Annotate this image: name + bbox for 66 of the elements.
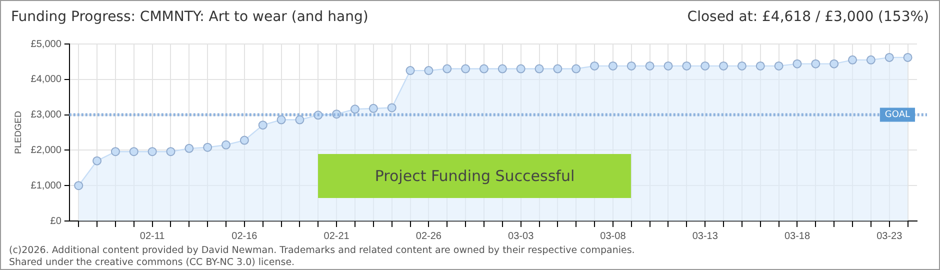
point [884,52,894,62]
point [719,61,728,70]
point [682,61,692,70]
point [387,103,396,112]
x-tick-label: 02-11 [140,230,166,242]
point [406,66,415,76]
text: Shared under the creative commons (CC BY-NC 3.0) license. [9,257,296,269]
point [516,64,526,74]
point [608,61,618,70]
point [498,64,507,74]
x-tick-label: 03-08 [600,230,626,242]
x-tick-label: 03-03 [508,230,534,242]
point [664,61,673,70]
y-tick-label: £2,000 [30,144,62,156]
point [368,104,378,113]
point [774,61,784,70]
x-tick-label: 02-16 [232,230,258,242]
y-tick-label: £3,000 [30,110,62,121]
point [258,120,268,130]
point [903,52,912,62]
x-tick-label: 03-23 [876,230,903,242]
point [276,115,286,124]
point [148,147,157,156]
point [442,64,452,74]
x-tick-label: 03-13 [692,230,718,242]
point [737,61,746,70]
point [74,181,84,190]
point [184,144,194,153]
point [626,61,636,70]
x-tick-label: 02-26 [416,230,442,242]
y-tick-label: £5,000 [30,38,62,50]
point [792,59,802,68]
point [479,64,488,74]
point [92,156,102,166]
point [553,64,562,74]
point [295,115,304,124]
y-tick-label: £4,000 [30,74,62,86]
chart-title: Funding Progress: CMMNTY: Art to wear (and hang) [11,9,368,27]
point [110,147,120,156]
point [534,64,544,74]
point [590,61,600,70]
point [461,64,470,74]
point [811,59,820,68]
banner: Project Funding Successful [318,154,632,198]
point [645,61,654,70]
ref-line-label: GOAL [884,110,910,120]
point [756,61,765,70]
x-tick-label: 02-21 [324,230,350,242]
point [240,136,249,145]
point [166,147,176,156]
y-tick-label: £0 [50,216,62,227]
point [572,64,581,74]
point [129,147,138,156]
y-axis-title: PLEDGED [12,110,23,154]
point [848,55,858,64]
point [424,66,434,76]
point [350,104,360,114]
chart-subtitle: Closed at: £4,618 / £3,000 (153%) [687,9,929,27]
point [222,140,231,150]
point [203,142,212,152]
text: (c)2026. Additional content provided by David Newman. Trademarks and related content are owned by their respective companies. [9,245,636,257]
point [700,61,710,70]
y-tick-label: £1,000 [30,180,62,192]
x-tick-label: 03-18 [784,230,810,242]
point [866,55,876,64]
point [830,59,839,68]
